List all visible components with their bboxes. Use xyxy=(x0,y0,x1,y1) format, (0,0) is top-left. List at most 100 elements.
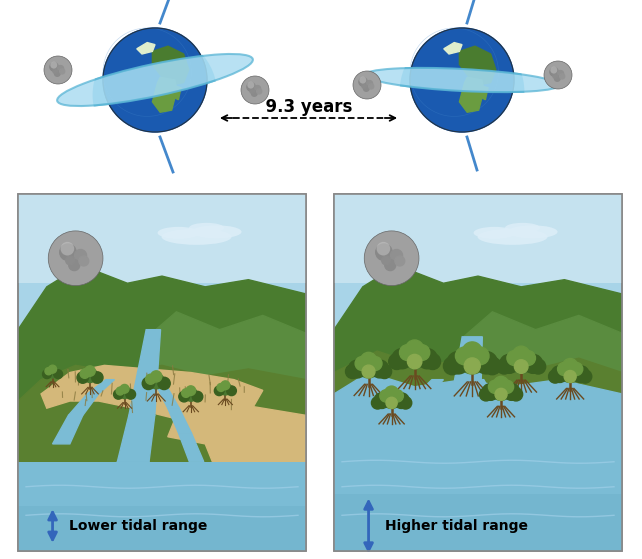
Circle shape xyxy=(392,349,412,369)
Circle shape xyxy=(501,380,514,394)
Circle shape xyxy=(179,391,189,402)
Circle shape xyxy=(371,360,388,378)
Circle shape xyxy=(74,249,87,262)
Polygon shape xyxy=(107,462,149,515)
Circle shape xyxy=(345,364,360,378)
Circle shape xyxy=(382,389,401,409)
Circle shape xyxy=(250,89,254,93)
Polygon shape xyxy=(178,433,204,462)
Bar xyxy=(18,462,306,551)
Circle shape xyxy=(395,256,404,266)
Circle shape xyxy=(555,75,560,81)
Polygon shape xyxy=(152,46,189,85)
Polygon shape xyxy=(444,42,462,54)
Circle shape xyxy=(557,362,571,376)
Circle shape xyxy=(214,386,224,396)
Circle shape xyxy=(376,244,392,260)
Circle shape xyxy=(553,74,557,78)
Circle shape xyxy=(551,366,568,382)
Polygon shape xyxy=(423,437,478,487)
Circle shape xyxy=(83,368,98,382)
Circle shape xyxy=(45,368,52,375)
Ellipse shape xyxy=(505,223,540,233)
Circle shape xyxy=(483,357,501,375)
Circle shape xyxy=(186,386,196,395)
Circle shape xyxy=(524,354,542,373)
Circle shape xyxy=(114,390,123,399)
Circle shape xyxy=(44,56,72,84)
Polygon shape xyxy=(334,372,622,551)
Polygon shape xyxy=(171,85,181,100)
Circle shape xyxy=(92,372,103,383)
Polygon shape xyxy=(157,387,179,408)
Polygon shape xyxy=(460,77,484,112)
Circle shape xyxy=(362,365,375,378)
Circle shape xyxy=(377,364,392,378)
Circle shape xyxy=(116,387,124,395)
Circle shape xyxy=(69,259,80,271)
Polygon shape xyxy=(438,394,481,437)
Circle shape xyxy=(490,380,512,400)
Circle shape xyxy=(77,372,89,383)
Circle shape xyxy=(79,256,89,266)
Bar xyxy=(18,194,306,551)
Circle shape xyxy=(57,65,64,72)
Circle shape xyxy=(252,91,257,96)
Polygon shape xyxy=(478,85,488,100)
Circle shape xyxy=(372,397,384,409)
Circle shape xyxy=(217,383,225,391)
Circle shape xyxy=(489,380,501,394)
Circle shape xyxy=(548,370,562,383)
Circle shape xyxy=(60,69,65,74)
Circle shape xyxy=(391,390,403,402)
Circle shape xyxy=(503,383,520,400)
Polygon shape xyxy=(168,401,306,551)
Polygon shape xyxy=(357,423,406,451)
Circle shape xyxy=(388,354,404,369)
Circle shape xyxy=(399,345,415,361)
Circle shape xyxy=(42,370,51,378)
Polygon shape xyxy=(18,366,306,551)
Ellipse shape xyxy=(478,229,548,245)
Circle shape xyxy=(219,382,232,395)
Ellipse shape xyxy=(57,54,253,106)
Circle shape xyxy=(60,242,74,255)
Circle shape xyxy=(184,388,198,401)
Circle shape xyxy=(54,370,62,378)
Polygon shape xyxy=(168,408,191,433)
Polygon shape xyxy=(129,372,158,415)
Circle shape xyxy=(557,70,564,77)
Polygon shape xyxy=(87,380,114,394)
Text: 9.3 years: 9.3 years xyxy=(254,98,363,116)
Circle shape xyxy=(361,352,377,368)
Circle shape xyxy=(368,357,382,371)
Circle shape xyxy=(360,77,367,84)
Circle shape xyxy=(182,389,190,397)
Polygon shape xyxy=(137,42,155,54)
Circle shape xyxy=(447,352,469,374)
Circle shape xyxy=(513,346,530,363)
Circle shape xyxy=(374,393,390,409)
Polygon shape xyxy=(413,380,444,397)
Circle shape xyxy=(50,63,58,71)
Bar xyxy=(334,194,622,551)
Circle shape xyxy=(143,377,155,390)
Circle shape xyxy=(257,89,262,94)
Circle shape xyxy=(146,374,155,384)
Circle shape xyxy=(192,391,203,402)
Ellipse shape xyxy=(508,225,557,238)
Circle shape xyxy=(385,386,399,400)
Polygon shape xyxy=(152,77,177,112)
Circle shape xyxy=(221,381,230,390)
Circle shape xyxy=(406,340,424,358)
Circle shape xyxy=(148,373,164,389)
Circle shape xyxy=(560,74,565,79)
Text: Lower tidal range: Lower tidal range xyxy=(69,519,207,533)
Circle shape xyxy=(394,393,409,409)
Bar xyxy=(18,506,306,551)
Circle shape xyxy=(480,388,492,401)
Circle shape xyxy=(578,370,592,383)
Circle shape xyxy=(507,350,522,366)
Ellipse shape xyxy=(189,223,224,233)
Circle shape xyxy=(497,359,512,374)
